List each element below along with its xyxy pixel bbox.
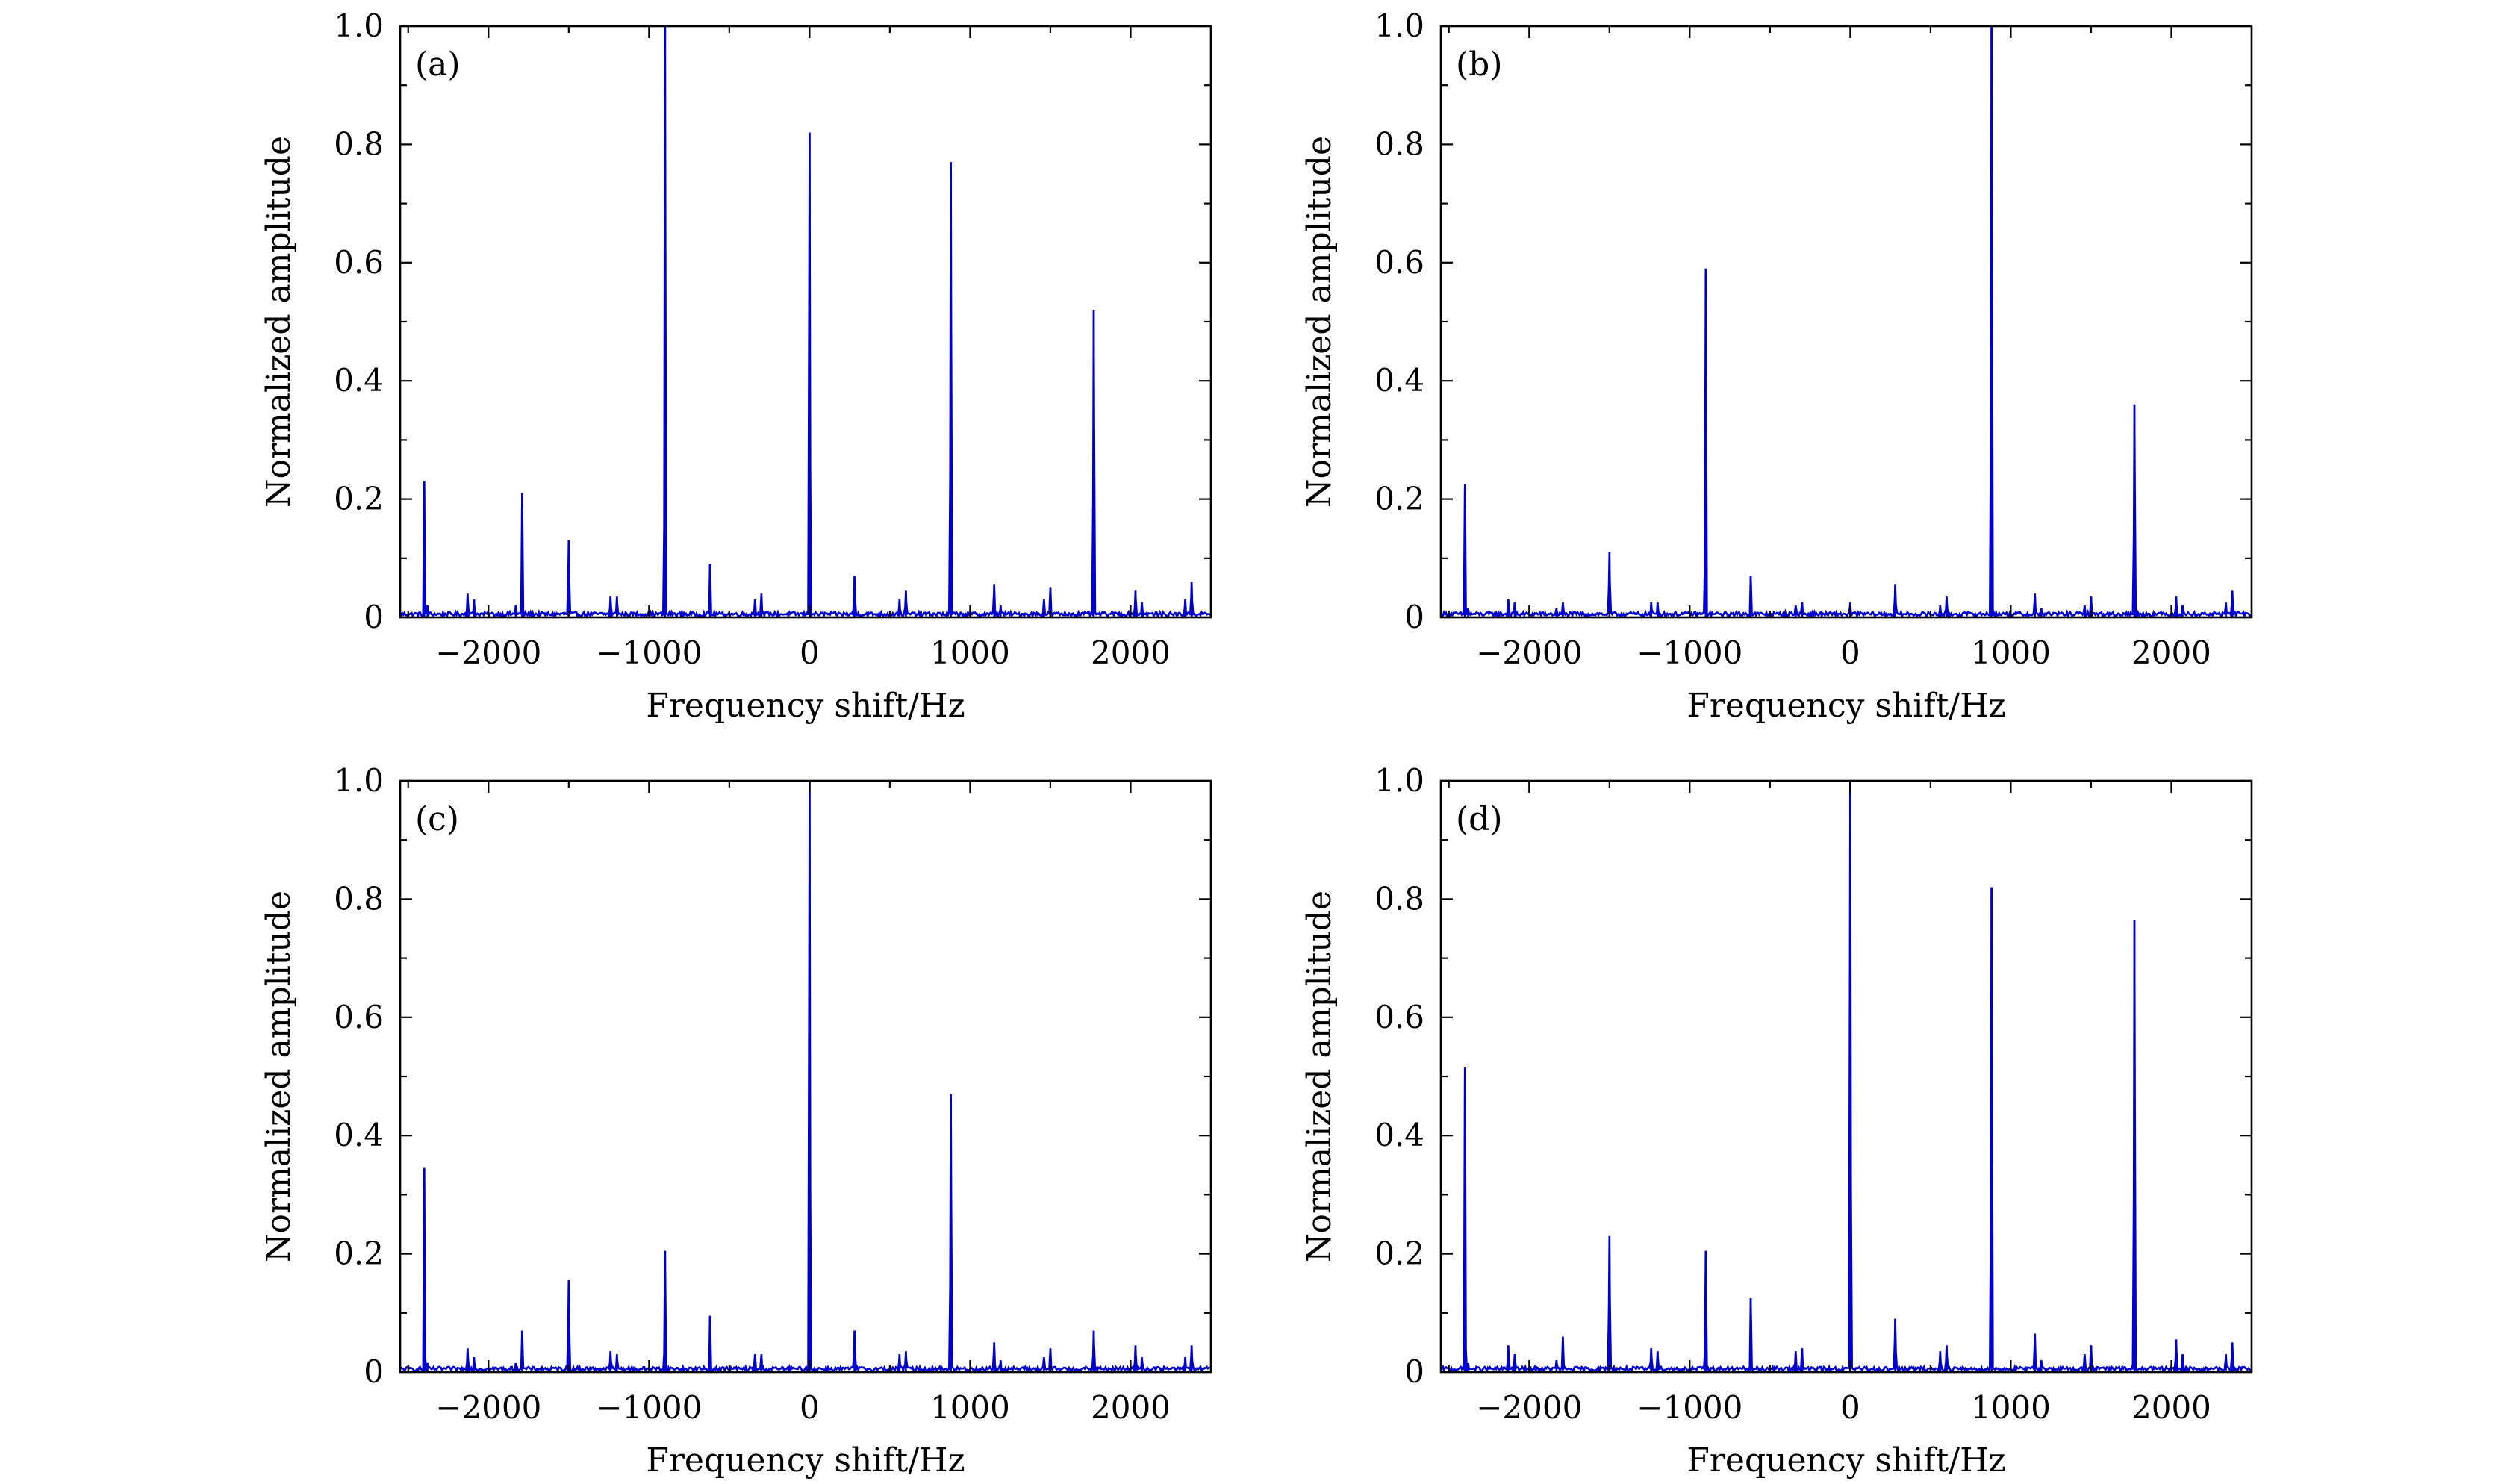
xtick-label-c: −1000 <box>596 1389 702 1426</box>
xtick-label-b: 1000 <box>1971 635 2051 671</box>
spectrum-line-d <box>1441 780 2252 1372</box>
xtick-label-c: 1000 <box>930 1389 1010 1426</box>
xtick-label-a: −1000 <box>596 635 702 671</box>
panel-d: −2000 −1000 0 1000 2000 0 0.2 0.4 0.6 0.8 1.0 Frequ… <box>1301 762 2253 1480</box>
ytick-label-d: 0 <box>1404 1353 1424 1390</box>
ytick-label-d: 0.8 <box>1374 880 1424 917</box>
panel-b: −2000 −1000 0 1000 2000 0 0.2 0.4 0.6 0.8 1.0 Frequ… <box>1301 7 2253 725</box>
ytick-label-c: 0.4 <box>334 1117 384 1153</box>
ytick-label-b: 0.8 <box>1374 125 1424 162</box>
x-axis-label-c: Frequency shift/Hz <box>646 1441 965 1480</box>
y-axis-label-d: Normalized amplitude <box>1301 891 1339 1262</box>
ytick-label-b: 0 <box>1404 599 1424 635</box>
xtick-label-a: 0 <box>800 635 820 671</box>
ytick-label-a: 1.0 <box>334 7 384 44</box>
plot-frame-c <box>399 779 1212 1374</box>
y-axis-label-b: Normalized amplitude <box>1301 136 1339 508</box>
xtick-label-d: 0 <box>1840 1389 1860 1426</box>
panel-a: −2000 −1000 0 1000 2000 0 0.2 0.4 0.6 0.8 1.0 Frequ… <box>260 7 1212 725</box>
xtick-label-b: −1000 <box>1636 635 1742 671</box>
plot-frame-d <box>1439 779 2253 1374</box>
ytick-label-d: 0.2 <box>1374 1235 1424 1272</box>
spectrum-line-a <box>400 25 1211 617</box>
xtick-label-b: 0 <box>1840 635 1860 671</box>
xtick-label-c: 0 <box>800 1389 820 1426</box>
panel-label-b: (b) <box>1456 46 1503 84</box>
panel-label-a: (a) <box>415 46 461 84</box>
ytick-label-c: 0.2 <box>334 1235 384 1272</box>
ytick-label-a: 0 <box>364 599 384 635</box>
ytick-label-a: 0.4 <box>334 362 384 399</box>
xtick-label-d: 2000 <box>2131 1389 2211 1426</box>
xtick-label-a: 1000 <box>930 635 1010 671</box>
x-axis-label-b: Frequency shift/Hz <box>1686 687 2005 725</box>
xtick-label-b: −2000 <box>1476 635 1582 671</box>
ytick-label-c: 1.0 <box>334 762 384 799</box>
panel-label-c: (c) <box>415 800 459 838</box>
ytick-label-c: 0.8 <box>334 880 384 917</box>
xtick-label-d: −2000 <box>1476 1389 1582 1426</box>
ytick-label-b: 0.2 <box>1374 481 1424 517</box>
y-axis-label-a: Normalized amplitude <box>260 136 298 508</box>
ytick-label-b: 1.0 <box>1374 7 1424 44</box>
ytick-label-c: 0 <box>364 1353 384 1390</box>
ytick-label-d: 0.6 <box>1374 999 1424 1035</box>
xtick-label-d: −1000 <box>1636 1389 1742 1426</box>
ytick-label-d: 1.0 <box>1374 762 1424 799</box>
x-axis-label-a: Frequency shift/Hz <box>646 687 965 725</box>
spectrum-line-b <box>1441 25 2252 617</box>
xtick-label-b: 2000 <box>2131 635 2211 671</box>
ytick-label-a: 0.2 <box>334 481 384 517</box>
xtick-label-c: 2000 <box>1091 1389 1171 1426</box>
ytick-label-a: 0.8 <box>334 125 384 162</box>
xtick-label-d: 1000 <box>1971 1389 2051 1426</box>
ytick-label-c: 0.6 <box>334 999 384 1035</box>
plot-frame-b <box>1439 25 2253 619</box>
xtick-label-a: −2000 <box>435 635 541 671</box>
panel-c: −2000 −1000 0 1000 2000 0 0.2 0.4 0.6 0.8 1.0 Frequ… <box>260 762 1212 1480</box>
y-axis-label-c: Normalized amplitude <box>260 891 298 1262</box>
xtick-label-c: −2000 <box>435 1389 541 1426</box>
ytick-label-b: 0.6 <box>1374 244 1424 281</box>
panel-label-d: (d) <box>1456 800 1503 838</box>
ytick-label-b: 0.4 <box>1374 362 1424 399</box>
ytick-label-d: 0.4 <box>1374 1117 1424 1153</box>
x-axis-label-d: Frequency shift/Hz <box>1686 1441 2005 1480</box>
ytick-label-a: 0.6 <box>334 244 384 281</box>
xtick-label-a: 2000 <box>1091 635 1171 671</box>
spectrum-line-c <box>400 780 1211 1372</box>
